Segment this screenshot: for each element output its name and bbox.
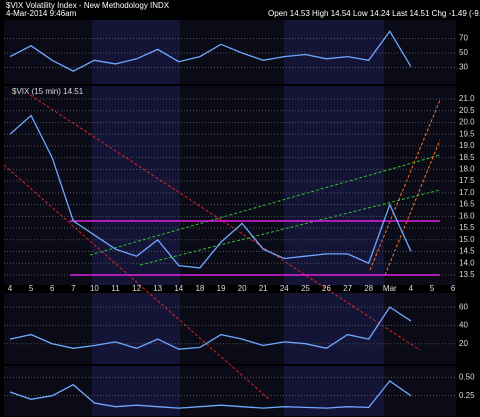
x-tick-label: 7 (71, 284, 76, 293)
x-tick-label: 21 (259, 284, 268, 293)
x-tick-label: 27 (343, 284, 352, 293)
y-tick-label: 0.25 (459, 391, 475, 400)
x-tick-label: 5 (29, 284, 34, 293)
x-tick-label: 5 (430, 284, 435, 293)
y-tick-label: 18.5 (459, 153, 475, 162)
y-tick-label: 15.0 (459, 235, 475, 244)
y-tick-label: 14.0 (459, 258, 475, 267)
x-tick-label: 19 (217, 284, 226, 293)
x-tick-label: 26 (322, 284, 331, 293)
x-tick-label: 6 (50, 284, 55, 293)
y-tick-label: 30 (459, 63, 468, 72)
y-tick-label: 16.5 (459, 200, 475, 209)
y-tick-label: 19.0 (459, 141, 475, 150)
x-tick-label: Mar (383, 284, 397, 293)
y-tick-label: 19.5 (459, 129, 475, 138)
y-tick-label: 14.5 (459, 247, 475, 256)
x-tick-label: 12 (132, 284, 141, 293)
y-tick-label: 20.0 (459, 118, 475, 127)
y-tick-label: 0.50 (459, 372, 475, 381)
x-tick-label: 25 (301, 284, 310, 293)
y-tick-label: 18.0 (459, 165, 475, 174)
legend: $VIX (15 min) 14.51 (12, 87, 84, 96)
x-tick-label: 20 (238, 284, 247, 293)
series-line (9, 114, 412, 269)
x-tick-label: 24 (280, 284, 289, 293)
date: 4-Mar-2014 9:46am (6, 9, 77, 18)
y-tick-label: 13.5 (459, 270, 475, 279)
x-tick-label: 6 (451, 284, 456, 293)
series-line (9, 306, 412, 350)
y-tick-label: 17.5 (459, 176, 475, 185)
y-tick-label: 17.0 (459, 188, 475, 197)
x-tick-label: 4 (8, 284, 13, 293)
x-tick-label: 11 (111, 284, 120, 293)
x-tick-label: 4 (409, 284, 414, 293)
series-line (9, 30, 412, 72)
x-tick-label: 18 (195, 284, 204, 293)
quote: Open 14.53 High 14.54 Low 14.24 Last 14.… (268, 9, 480, 18)
y-tick-label: 70 (459, 34, 468, 43)
y-tick-label: 21.0 (459, 94, 475, 103)
y-tick-label: 20 (459, 339, 468, 348)
x-tick-label: 13 (153, 284, 162, 293)
panel-backgrounds (4, 20, 456, 416)
y-tick-label: 16.0 (459, 211, 475, 220)
y-tick-label: 60 (459, 302, 468, 311)
series-line (9, 380, 412, 409)
y-tick-label: 50 (459, 48, 468, 57)
y-tick-label: 40 (459, 321, 468, 330)
x-tick-label: 28 (364, 284, 373, 293)
x-tick-label: 14 (174, 284, 183, 293)
y-tick-label: 15.5 (459, 223, 475, 232)
title: $VIX Volatility Index - New Methodology (6, 1, 148, 10)
x-tick-label: 10 (90, 284, 99, 293)
y-tick-label: 20.5 (459, 106, 475, 115)
exchange: INDX (150, 1, 170, 10)
